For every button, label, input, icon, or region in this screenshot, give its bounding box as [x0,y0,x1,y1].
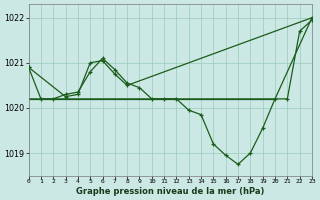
X-axis label: Graphe pression niveau de la mer (hPa): Graphe pression niveau de la mer (hPa) [76,187,264,196]
